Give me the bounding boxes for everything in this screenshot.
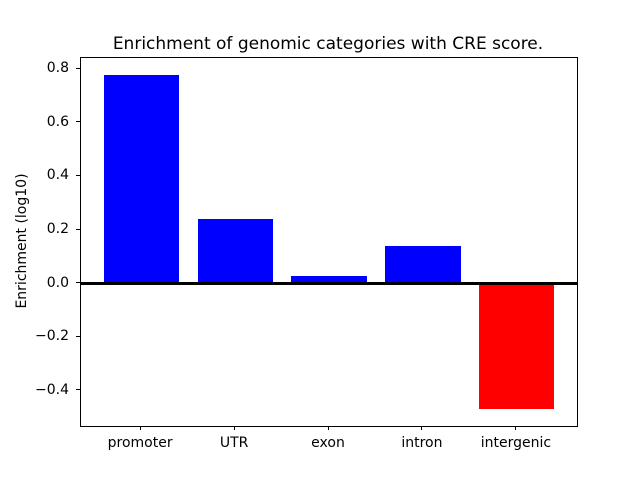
plot-area bbox=[80, 57, 578, 427]
y-tick-mark bbox=[76, 67, 80, 69]
y-tick-mark bbox=[76, 174, 80, 176]
x-tick-label-intergenic: intergenic bbox=[480, 435, 552, 451]
y-tick-label: −0.2 bbox=[35, 328, 69, 344]
y-tick-label: 0.2 bbox=[46, 221, 69, 237]
x-tick-label-intron: intron bbox=[401, 435, 443, 451]
bar-promoter bbox=[103, 74, 179, 284]
y-tick-label: −0.4 bbox=[35, 381, 69, 398]
y-tick-label: 0.8 bbox=[46, 60, 69, 77]
y-tick-mark bbox=[76, 228, 80, 230]
x-tick-mark bbox=[327, 426, 329, 430]
x-tick-label-promoter: promoter bbox=[107, 435, 173, 451]
y-tick-mark bbox=[76, 282, 80, 283]
bar-intergenic bbox=[479, 283, 555, 410]
x-tick-mark bbox=[233, 426, 235, 430]
x-tick-label-exon: exon bbox=[311, 435, 345, 451]
zero-baseline bbox=[81, 282, 577, 285]
chart-title: Enrichment of genomic categories with CR… bbox=[112, 34, 544, 54]
y-tick-mark bbox=[76, 389, 80, 390]
x-tick-label-UTR: UTR bbox=[219, 435, 249, 451]
x-tick-mark bbox=[515, 426, 517, 430]
x-tick-mark bbox=[139, 426, 141, 430]
x-tick-mark bbox=[421, 426, 423, 430]
y-tick-label: 0.0 bbox=[46, 274, 69, 291]
bar-UTR bbox=[197, 219, 273, 284]
y-tick-label: 0.4 bbox=[46, 167, 69, 184]
bar-exon bbox=[291, 275, 367, 284]
y-tick-mark bbox=[76, 121, 80, 123]
y-tick-label: 0.6 bbox=[46, 113, 69, 130]
y-tick-mark bbox=[76, 335, 80, 337]
bar-intron bbox=[385, 246, 461, 284]
